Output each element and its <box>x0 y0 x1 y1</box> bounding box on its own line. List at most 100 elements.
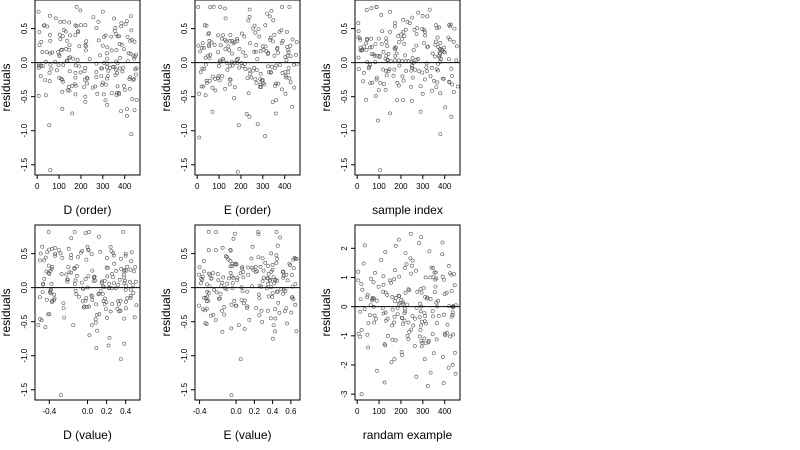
y-tick-label: 2 <box>340 246 349 251</box>
data-point <box>270 291 275 296</box>
data-point <box>392 320 396 325</box>
data-point <box>273 329 278 334</box>
data-point <box>216 33 220 38</box>
data-point <box>253 49 258 54</box>
data-point <box>103 296 107 301</box>
data-point <box>111 253 116 258</box>
data-point <box>407 329 412 334</box>
data-point <box>203 93 208 98</box>
data-point <box>100 291 105 296</box>
data-point <box>415 26 420 31</box>
data-point <box>119 256 123 261</box>
data-point <box>213 77 218 81</box>
data-point <box>419 323 424 328</box>
data-point <box>422 357 427 362</box>
data-point <box>392 314 397 319</box>
data-point <box>200 307 205 312</box>
data-point <box>108 244 113 249</box>
x-axis-label: E (value) <box>223 428 271 442</box>
data-point <box>271 275 276 280</box>
data-point <box>420 91 425 96</box>
data-point <box>273 111 278 116</box>
data-point <box>420 70 425 75</box>
data-point <box>37 30 42 34</box>
data-point <box>108 309 113 314</box>
data-point <box>266 271 271 276</box>
data-point <box>438 51 443 56</box>
data-point <box>201 259 206 263</box>
data-point <box>210 74 215 79</box>
y-axis-label: residuals <box>319 288 333 336</box>
data-point <box>415 289 420 294</box>
data-point <box>446 57 451 62</box>
data-point <box>198 281 203 286</box>
data-point <box>449 74 454 78</box>
data-point <box>418 327 423 332</box>
data-point <box>132 269 136 274</box>
data-point <box>232 298 237 303</box>
data-point <box>427 7 432 12</box>
data-point <box>409 60 414 64</box>
data-point <box>60 77 65 82</box>
data-point <box>212 287 216 292</box>
y-tick-label: 0 <box>340 304 349 309</box>
data-point <box>447 23 452 27</box>
data-point <box>448 271 453 276</box>
data-point <box>229 302 234 307</box>
data-point <box>78 8 83 13</box>
data-point <box>416 10 421 15</box>
data-point <box>367 64 372 69</box>
data-point <box>55 68 59 73</box>
data-point <box>361 261 366 266</box>
data-point <box>131 283 135 288</box>
data-point <box>67 69 72 74</box>
y-tick-label: 0.0 <box>340 57 349 69</box>
data-point <box>357 334 362 339</box>
data-point <box>269 269 274 274</box>
data-point <box>122 269 127 274</box>
data-point <box>242 34 247 39</box>
chart-panel-3: 0 100 200 300 400 -1.5 -1.0 -0.5 0.0 0.5 sample in… <box>319 0 461 217</box>
data-point <box>406 337 411 341</box>
data-point <box>134 52 138 57</box>
data-point <box>114 268 119 273</box>
data-point <box>131 78 136 82</box>
data-point <box>438 132 443 137</box>
data-point <box>225 67 230 72</box>
data-point <box>220 280 225 285</box>
data-point <box>385 334 390 338</box>
data-point <box>258 82 263 87</box>
data-point <box>284 306 289 311</box>
data-point <box>247 14 252 19</box>
data-point <box>416 57 420 61</box>
data-point <box>228 264 233 269</box>
data-point <box>376 36 381 41</box>
data-point <box>401 300 406 305</box>
data-point <box>400 37 404 41</box>
y-tick-label: -0.5 <box>180 314 189 328</box>
data-point <box>60 107 65 111</box>
data-point <box>121 65 126 70</box>
data-point <box>446 263 451 268</box>
data-point <box>230 63 235 68</box>
data-point <box>423 314 428 319</box>
data-point <box>96 19 101 24</box>
data-point <box>286 50 291 55</box>
data-point <box>84 257 89 262</box>
data-point <box>104 82 108 87</box>
data-point <box>74 292 79 297</box>
data-point <box>427 249 432 254</box>
data-point <box>204 81 209 85</box>
data-point <box>203 321 208 326</box>
data-point <box>205 294 210 299</box>
data-point <box>447 80 452 85</box>
data-point <box>370 80 375 85</box>
data-point <box>100 279 105 284</box>
data-point <box>449 114 454 119</box>
data-point <box>83 23 88 28</box>
data-point <box>122 84 127 88</box>
chart-panel-2: 0 100 200 300 400 -1.5 -1.0 -0.5 0.0 0.5 E (order)… <box>159 0 301 217</box>
data-point <box>201 46 206 50</box>
data-point <box>285 53 290 58</box>
data-point <box>230 264 235 269</box>
